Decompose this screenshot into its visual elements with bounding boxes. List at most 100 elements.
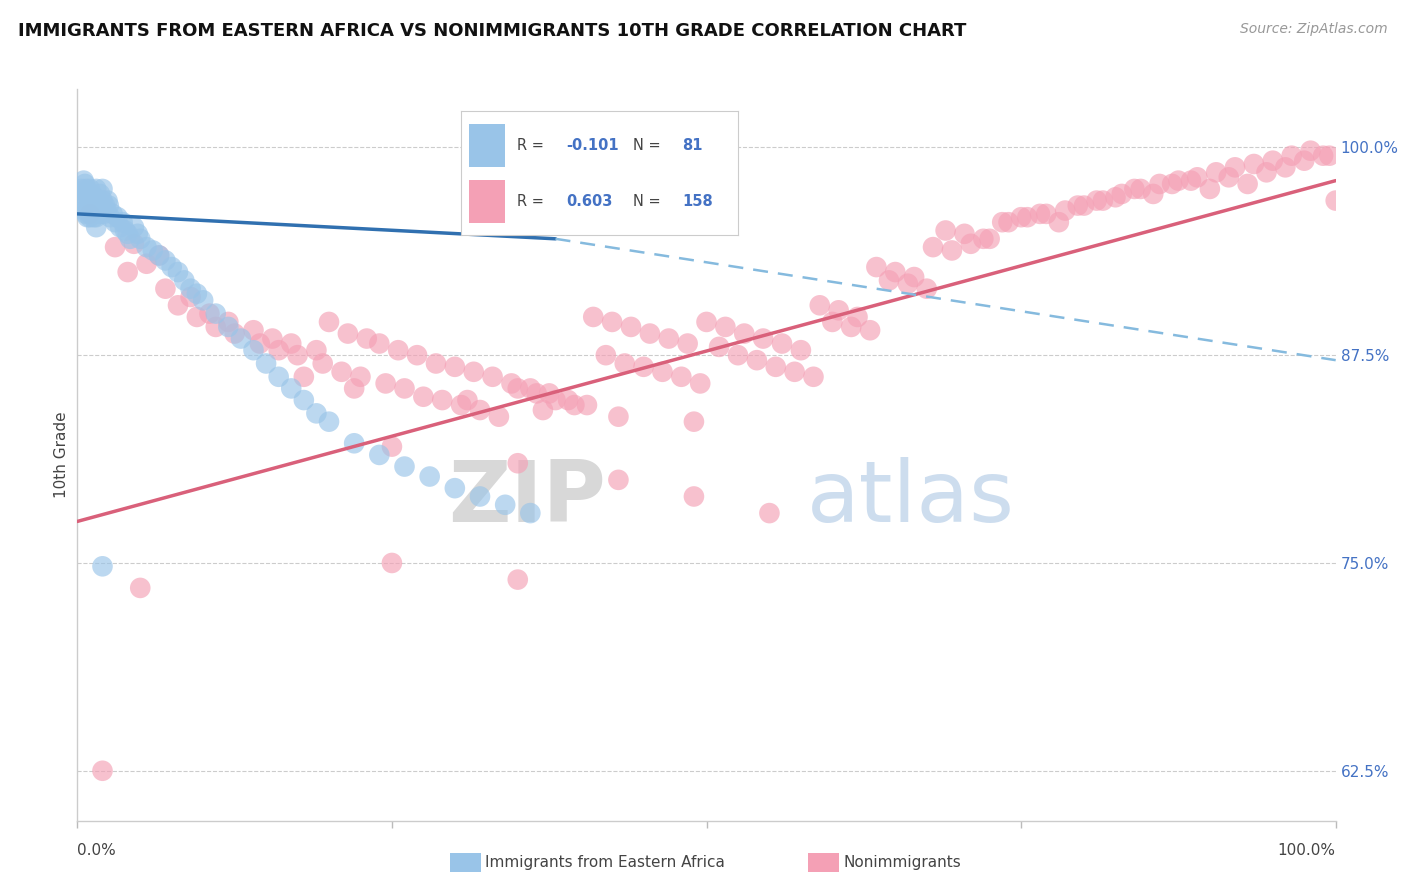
Point: [494, 498, 516, 512]
Point: [488, 409, 510, 424]
Point: [122, 236, 145, 251]
Point: [531, 403, 554, 417]
Point: [69, 194, 91, 208]
Point: [101, 207, 124, 221]
Point: [89, 186, 111, 201]
Point: [456, 392, 478, 407]
Point: [343, 436, 366, 450]
Text: IMMIGRANTS FROM EASTERN AFRICA VS NONIMMIGRANTS 10TH GRADE CORRELATION CHART: IMMIGRANTS FROM EASTERN AFRICA VS NONIMM…: [18, 22, 967, 40]
Point: [343, 381, 366, 395]
Point: [959, 236, 981, 251]
Point: [922, 240, 945, 254]
Point: [204, 319, 226, 334]
Point: [745, 353, 768, 368]
Point: [582, 310, 605, 324]
Point: [1073, 198, 1095, 212]
Point: [1312, 149, 1334, 163]
Point: [1187, 170, 1209, 185]
Point: [821, 315, 844, 329]
Point: [104, 215, 127, 229]
Point: [519, 381, 541, 395]
Point: [96, 203, 118, 218]
Point: [79, 207, 101, 221]
Point: [79, 182, 101, 196]
Point: [827, 303, 849, 318]
Point: [72, 198, 94, 212]
Point: [167, 265, 190, 279]
Point: [481, 369, 503, 384]
Point: [564, 398, 586, 412]
Point: [953, 227, 976, 241]
Point: [330, 365, 353, 379]
Point: [727, 348, 749, 362]
Point: [651, 365, 673, 379]
Point: [839, 319, 862, 334]
Point: [1017, 210, 1039, 224]
Point: [80, 186, 103, 201]
Point: [82, 194, 104, 208]
Text: atlas: atlas: [807, 458, 1015, 541]
Point: [1324, 194, 1347, 208]
Text: Immigrants from Eastern Africa: Immigrants from Eastern Africa: [485, 855, 725, 870]
Point: [1319, 149, 1341, 163]
Point: [607, 473, 630, 487]
Point: [381, 556, 404, 570]
Point: [991, 215, 1014, 229]
Point: [93, 207, 115, 221]
Point: [1161, 177, 1184, 191]
Point: [997, 215, 1019, 229]
Point: [1223, 161, 1246, 175]
Point: [1243, 157, 1265, 171]
Point: [104, 240, 127, 254]
Point: [633, 359, 655, 374]
Point: [683, 415, 706, 429]
Point: [1142, 186, 1164, 201]
Point: [1149, 177, 1171, 191]
Point: [167, 298, 190, 312]
Point: [84, 220, 107, 235]
Point: [80, 198, 103, 212]
Point: [658, 332, 681, 346]
Point: [84, 190, 107, 204]
Point: [915, 282, 938, 296]
Point: [1167, 173, 1189, 187]
Point: [620, 319, 643, 334]
Point: [1256, 165, 1278, 179]
Point: [198, 307, 221, 321]
Point: [450, 398, 472, 412]
Point: [98, 210, 121, 224]
Point: [468, 403, 491, 417]
Point: [292, 392, 315, 407]
Point: [73, 203, 96, 218]
Point: [897, 277, 920, 291]
Point: [89, 207, 111, 221]
Point: [808, 298, 831, 312]
Point: [229, 332, 252, 346]
Point: [129, 581, 152, 595]
Point: [242, 343, 264, 358]
Point: [135, 257, 157, 271]
Point: [935, 223, 957, 237]
Point: [770, 336, 793, 351]
Point: [135, 240, 157, 254]
Point: [595, 348, 617, 362]
Point: [349, 369, 371, 384]
Point: [280, 381, 302, 395]
Point: [506, 381, 529, 395]
Point: [783, 365, 806, 379]
Point: [87, 194, 110, 208]
Point: [305, 406, 328, 420]
Point: [77, 198, 100, 212]
Text: 100.0%: 100.0%: [1278, 843, 1336, 858]
Point: [1029, 207, 1052, 221]
Point: [501, 376, 523, 391]
Point: [374, 376, 396, 391]
Text: 0.0%: 0.0%: [77, 843, 117, 858]
Point: [94, 198, 117, 212]
Point: [86, 198, 108, 212]
Point: [607, 409, 630, 424]
Point: [1085, 194, 1108, 208]
Point: [84, 210, 107, 224]
Point: [506, 456, 529, 470]
Point: [406, 348, 429, 362]
